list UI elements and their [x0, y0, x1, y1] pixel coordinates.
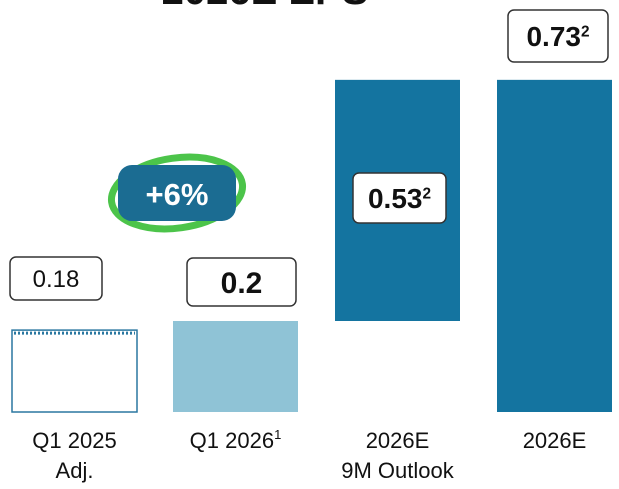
- annotation: +6%: [146, 177, 209, 212]
- bar: [497, 79, 612, 412]
- chart-title: 2026E EPS: [162, 0, 369, 13]
- x-tick-label: 2026E: [523, 428, 587, 453]
- value-note: 2: [422, 185, 431, 202]
- value-label: 0.732: [526, 21, 589, 52]
- x-tick-line: Adj.: [56, 458, 94, 483]
- value-label: 0.532: [368, 183, 431, 214]
- value-label: 0.2: [221, 267, 263, 300]
- x-tick-label: 2026E 9M Outlook: [341, 428, 454, 483]
- value-note: 2: [581, 23, 590, 40]
- x-tick-label: Q1 2025 Adj.: [32, 428, 116, 483]
- bar: [173, 321, 298, 412]
- x-tick-label: Q1 20261: [190, 427, 282, 453]
- value-label-box: [9, 256, 103, 301]
- bar: [11, 329, 138, 413]
- annotation-box: [118, 165, 236, 221]
- value-label-box: [507, 9, 609, 63]
- value-label: 0.18: [33, 266, 80, 293]
- value-text: 0.73: [526, 21, 581, 52]
- x-tick-line: 9M Outlook: [341, 458, 454, 483]
- value-label-box: [186, 257, 297, 307]
- x-tick-line: 2026E: [366, 428, 430, 453]
- value-text: 0.2: [221, 267, 263, 300]
- x-tick-line: 2026E: [523, 428, 587, 453]
- value-label-box: [352, 172, 447, 224]
- value-text: 0.18: [33, 266, 80, 293]
- highlight-ring: [107, 153, 247, 233]
- x-tick-line: Q1 2026: [190, 428, 274, 453]
- x-tick-line: Q1 2025: [32, 428, 116, 453]
- x-tick-note: 1: [274, 427, 281, 442]
- value-text: 0.53: [368, 183, 423, 214]
